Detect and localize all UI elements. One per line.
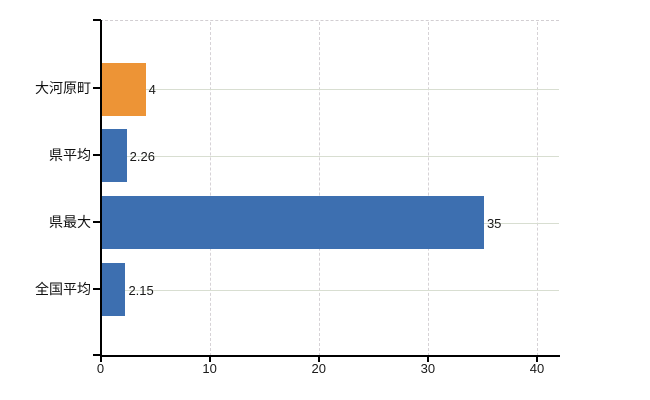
bar-value-label: 35 bbox=[486, 215, 502, 231]
bar-4 bbox=[102, 263, 126, 317]
horizontal-gridline bbox=[101, 289, 559, 291]
bar-3 bbox=[102, 196, 484, 250]
y-axis-tick bbox=[93, 87, 101, 89]
plot-area: 4 2.26 35 2.15 bbox=[100, 20, 559, 356]
bar-value-label: 2.26 bbox=[129, 148, 155, 164]
x-tick-label: 30 bbox=[420, 361, 436, 376]
x-axis-tick bbox=[208, 355, 211, 362]
x-tick-label: 20 bbox=[311, 361, 326, 376]
bar-1 bbox=[102, 62, 146, 116]
y-axis-label: 県平均 bbox=[49, 146, 91, 163]
x-axis-tick bbox=[426, 355, 429, 362]
y-axis-tick bbox=[93, 220, 101, 223]
y-axis-line bbox=[100, 20, 102, 356]
x-tick-label: 10 bbox=[202, 361, 217, 376]
bar-value-label: 2.15 bbox=[128, 282, 154, 298]
x-tick-label: 0 bbox=[96, 361, 105, 376]
vertical-gridline bbox=[318, 22, 320, 356]
y-axis-label: 大河原町 bbox=[35, 80, 91, 96]
y-axis-tick bbox=[93, 287, 101, 290]
horizontal-gridline bbox=[101, 155, 559, 157]
x-axis-tick bbox=[99, 355, 102, 362]
y-axis-boundary-tick bbox=[93, 19, 101, 21]
y-axis-boundary-tick bbox=[93, 354, 101, 356]
vertical-gridline bbox=[537, 22, 538, 356]
bar-2 bbox=[102, 129, 127, 183]
vertical-gridline bbox=[427, 22, 429, 356]
x-axis-tick bbox=[317, 355, 320, 362]
x-axis-line bbox=[100, 355, 560, 357]
bar-value-label: 4 bbox=[148, 82, 156, 97]
y-axis-label: 県最大 bbox=[49, 213, 91, 230]
horizontal-gridline bbox=[101, 89, 559, 90]
vertical-gridline bbox=[209, 22, 211, 356]
x-axis-tick bbox=[536, 355, 538, 362]
x-tick-label: 40 bbox=[529, 361, 545, 376]
y-axis-tick bbox=[93, 153, 101, 156]
y-axis-label: 全国平均 bbox=[35, 280, 91, 297]
